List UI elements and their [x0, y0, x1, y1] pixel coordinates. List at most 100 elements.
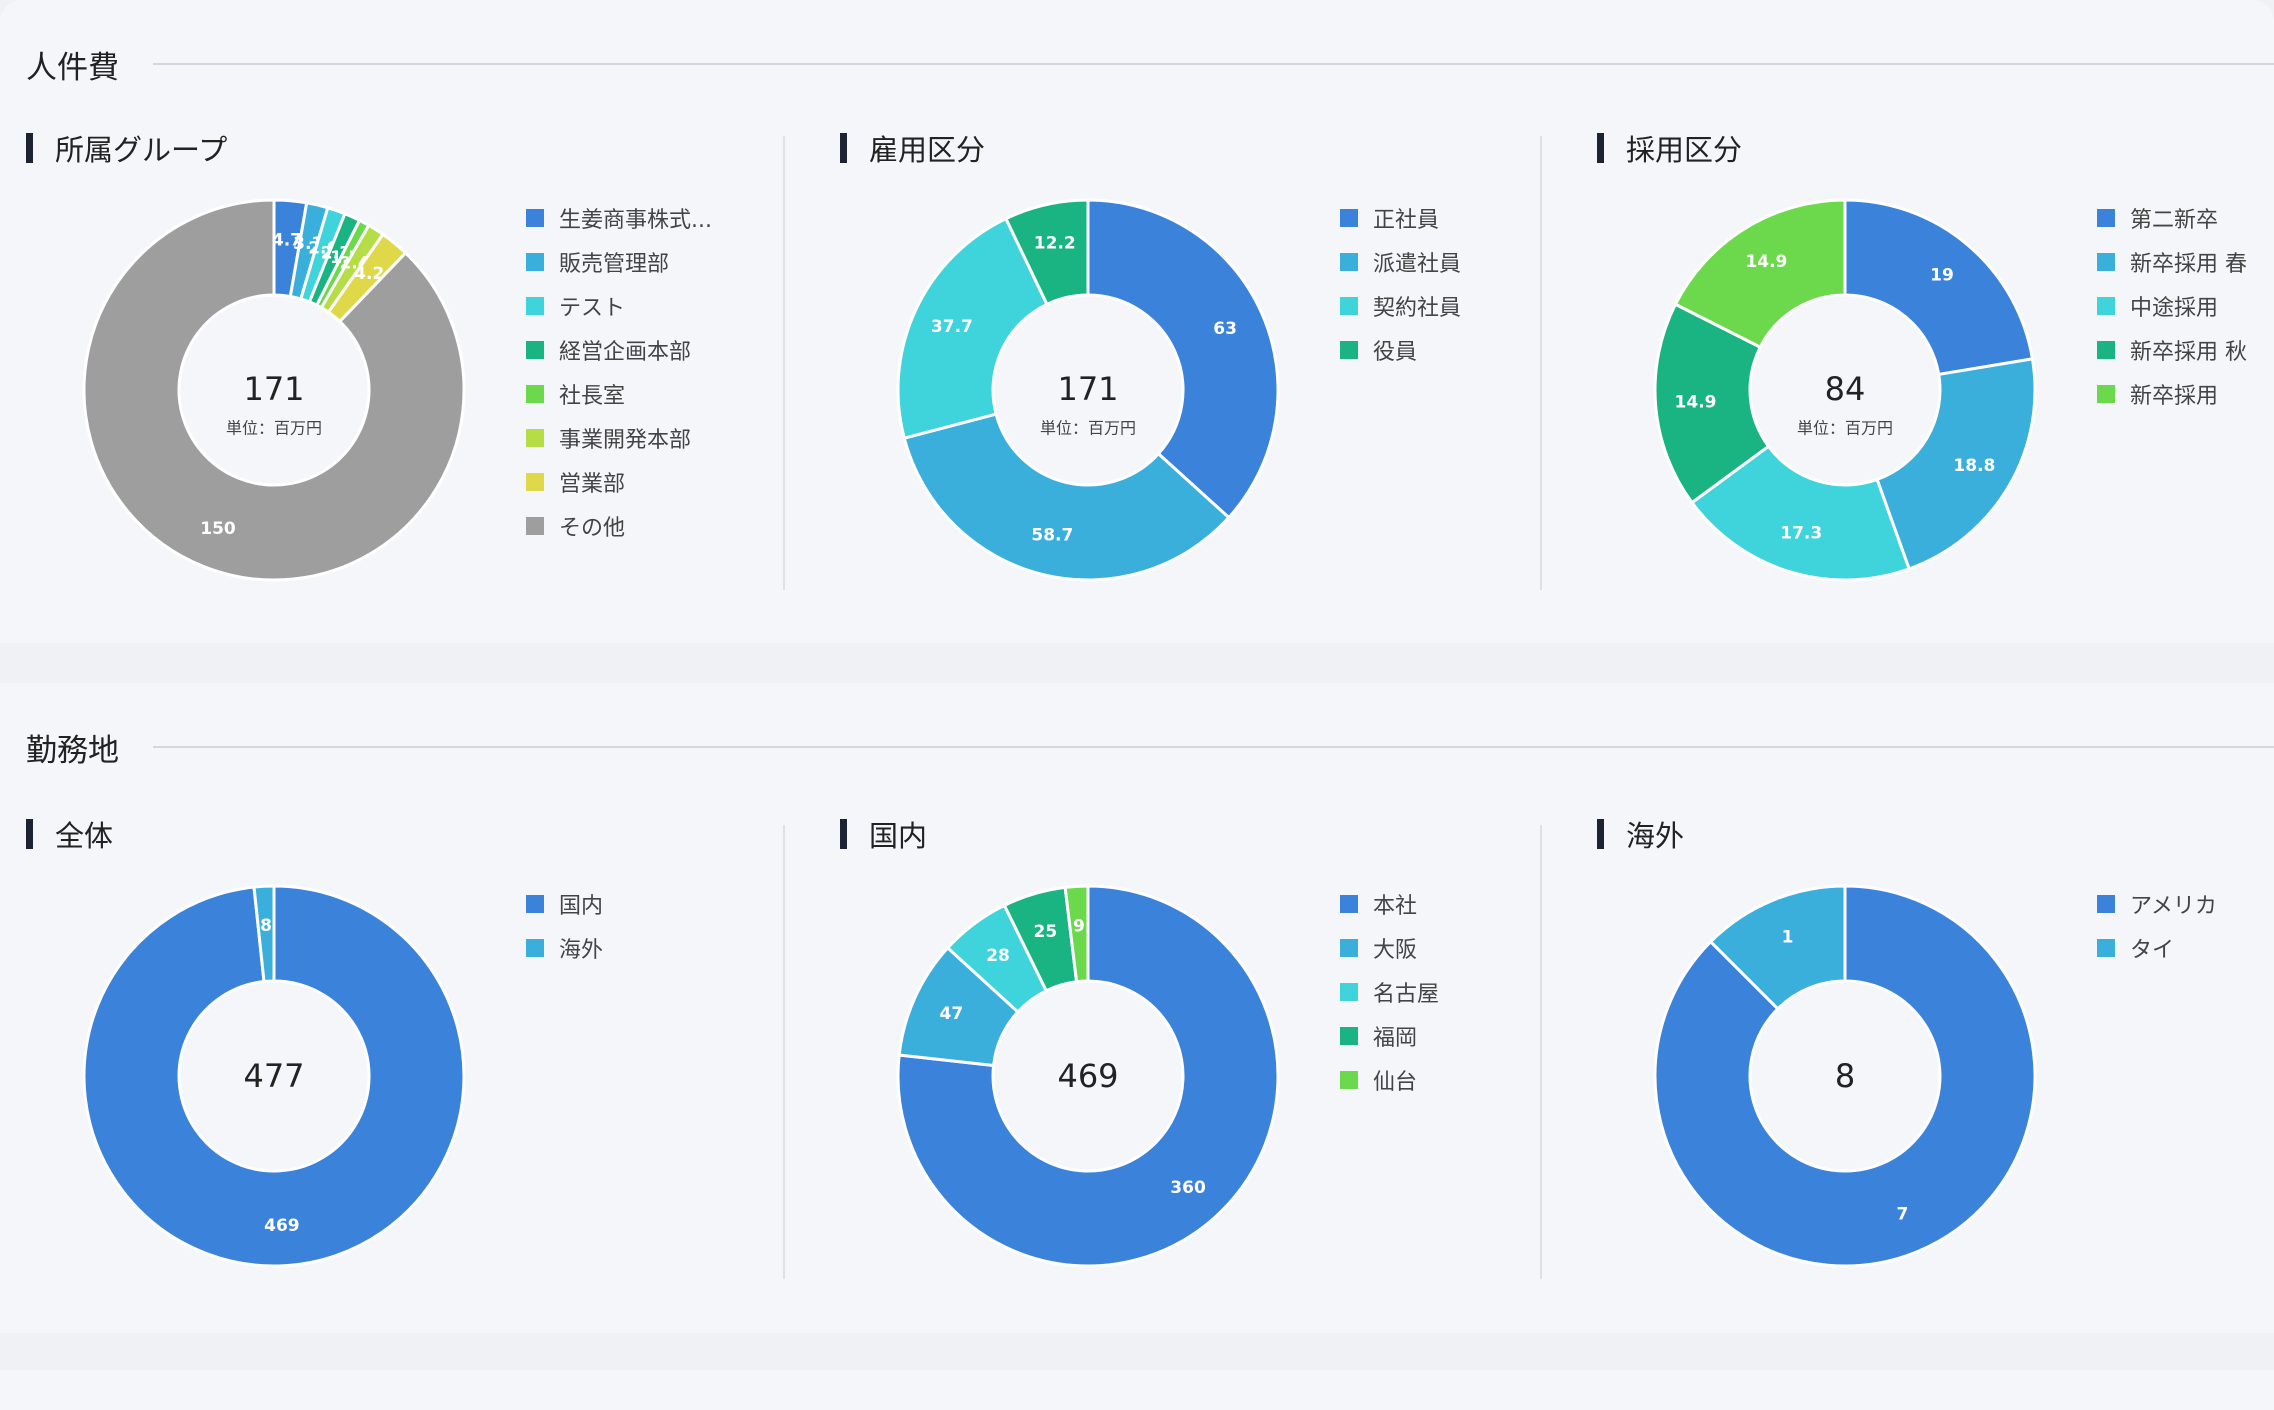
donut-slice[interactable] [1875, 357, 2037, 571]
legend-item[interactable]: 海外 [526, 926, 776, 970]
slice-value-label: 14.9 [1745, 252, 1787, 272]
legend-item[interactable]: 本社 [1340, 882, 1590, 926]
legend-item[interactable]: 中途採用 [2097, 284, 2274, 328]
legend-label: 営業部 [559, 472, 626, 497]
donut-slice[interactable] [896, 217, 1049, 440]
legend-item[interactable]: 経営企画本部 [526, 328, 776, 372]
chart-location-domestic: 国内 360 47 28 25 9 469 本社大阪名古屋福岡仙台 [840, 814, 1600, 1294]
legend-item[interactable]: 名古屋 [1340, 970, 1590, 1014]
chart-legend: 第二新卒新卒採用 春中途採用新卒採用 秋新卒採用 [2097, 196, 2274, 416]
section-title: 人件費 [26, 49, 119, 86]
legend-swatch [2097, 297, 2115, 315]
legend-swatch [526, 209, 544, 227]
donut-slice[interactable] [902, 412, 1231, 582]
legend-item[interactable]: 社長室 [526, 372, 776, 416]
legend-item[interactable]: 生姜商事株式... [526, 196, 776, 240]
legend-label: 名古屋 [1373, 982, 1440, 1007]
legend-item[interactable]: 新卒採用 [2097, 372, 2274, 416]
legend-label: 大阪 [1373, 938, 1418, 963]
legend-swatch [2097, 253, 2115, 271]
donut-slice[interactable] [1063, 884, 1090, 984]
legend-item[interactable]: 役員 [1340, 328, 1590, 372]
chart-divider [1540, 825, 1542, 1279]
legend-label: 新卒採用 秋 [2130, 340, 2247, 365]
legend-item[interactable]: その他 [526, 504, 776, 548]
donut-center-total: 171 [1057, 370, 1118, 408]
donut-slice[interactable] [1004, 198, 1090, 306]
legend-item[interactable]: タイ [2097, 926, 2274, 970]
chart-title: 海外 [1597, 814, 1684, 854]
legend-swatch [2097, 895, 2115, 913]
legend-item[interactable]: 販売管理部 [526, 240, 776, 284]
legend-label: その他 [559, 516, 626, 541]
legend-item[interactable]: 大阪 [1340, 926, 1590, 970]
donut-chart[interactable]: 360 47 28 25 9 469 [896, 884, 1280, 1268]
donut-slice[interactable] [1843, 198, 2034, 376]
legend-item[interactable]: テスト [526, 284, 776, 328]
legend-item[interactable]: アメリカ [2097, 882, 2274, 926]
legend-item[interactable]: 仙台 [1340, 1058, 1590, 1102]
legend-item[interactable]: 契約社員 [1340, 284, 1590, 328]
slice-value-label: 8 [260, 916, 272, 936]
donut-slice[interactable] [1653, 302, 1770, 505]
donut-chart[interactable]: 19 18.8 17.3 14.9 14.9 84 単位：百万円 [1653, 198, 2037, 582]
legend-swatch [1340, 895, 1358, 913]
section-divider [153, 746, 2274, 748]
legend-item[interactable]: 営業部 [526, 460, 776, 504]
donut-slice[interactable] [1653, 884, 2037, 1268]
donut-slice[interactable] [1086, 198, 1280, 520]
donut-slice[interactable] [1690, 444, 1911, 582]
donut-slice[interactable] [896, 884, 1280, 1268]
slice-value-label: 18.8 [1953, 456, 1995, 476]
slice-value-label: 4.7 [272, 231, 302, 251]
chart-title-text: 全体 [55, 819, 114, 853]
legend-item[interactable]: 新卒採用 春 [2097, 240, 2274, 284]
chart-location-overall: 全体 469 8 477 国内海外 [26, 814, 786, 1294]
legend-label: 事業開発本部 [559, 428, 692, 453]
legend-item[interactable]: 福岡 [1340, 1014, 1590, 1058]
slice-value-label: 7 [1896, 1205, 1908, 1225]
donut-slice[interactable] [1673, 198, 1847, 349]
chart-title-text: 国内 [869, 819, 928, 853]
legend-label: 仙台 [1373, 1070, 1418, 1095]
slice-value-label: 9 [1073, 916, 1085, 936]
donut-slice[interactable] [82, 884, 466, 1268]
slice-value-label: 37.7 [931, 317, 973, 337]
donut-slice[interactable] [252, 884, 276, 984]
chart-title-text: 所属グループ [55, 133, 228, 167]
legend-item[interactable]: 正社員 [1340, 196, 1590, 240]
slice-value-label: 28 [986, 946, 1010, 966]
chart-divider [783, 136, 785, 590]
legend-item[interactable]: 派遣社員 [1340, 240, 1590, 284]
legend-swatch [526, 517, 544, 535]
title-accent-bar [1597, 819, 1604, 849]
section-panel-labor-cost: 人件費 所属グループ 4.7 3.1 2.6 2.3 1.5 2.4 4.2 150 171 単位… [0, 0, 2274, 643]
legend-item[interactable]: 第二新卒 [2097, 196, 2274, 240]
slice-value-label: 1 [1782, 927, 1794, 947]
legend-label: 福岡 [1373, 1026, 1418, 1051]
slice-value-label: 19 [1930, 266, 1954, 286]
legend-swatch [1340, 939, 1358, 957]
donut-chart[interactable]: 7 1 8 [1653, 884, 2037, 1268]
legend-swatch [1340, 253, 1358, 271]
legend-swatch [1340, 1071, 1358, 1089]
legend-label: 販売管理部 [559, 252, 670, 277]
donut-chart[interactable]: 63 58.7 37.7 12.2 171 単位：百万円 [896, 198, 1280, 582]
chart-location-overseas: 海外 7 1 8 アメリカ タイ [1597, 814, 2274, 1294]
donut-slice[interactable] [1709, 884, 1847, 1011]
title-accent-bar [840, 133, 847, 163]
legend-label: 新卒採用 春 [2130, 252, 2247, 277]
chart-employment-type: 雇用区分 63 58.7 37.7 12.2 171 単位：百万円 正社員 派遣社員 契約社員… [840, 128, 1600, 608]
legend-label: 海外 [559, 938, 604, 963]
slice-value-label: 150 [200, 519, 236, 539]
legend-label: 中途採用 [2130, 296, 2219, 321]
legend-item[interactable]: 新卒採用 秋 [2097, 328, 2274, 372]
slice-value-label: 58.7 [1031, 526, 1073, 546]
legend-label: タイ [2130, 938, 2175, 963]
legend-item[interactable]: 事業開発本部 [526, 416, 776, 460]
donut-slice[interactable] [82, 198, 466, 582]
section-header: 勤務地 [26, 721, 2274, 773]
legend-item[interactable]: 国内 [526, 882, 776, 926]
donut-chart[interactable]: 469 8 477 [82, 884, 466, 1268]
